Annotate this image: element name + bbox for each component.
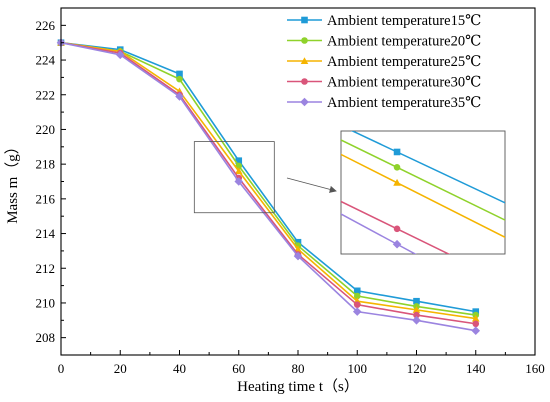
zoom-arrow bbox=[286, 177, 337, 193]
series-line bbox=[60, 41, 476, 313]
data-point bbox=[472, 320, 480, 328]
data-point bbox=[176, 70, 183, 78]
y-tick-label: 220 bbox=[36, 122, 56, 137]
data-point bbox=[412, 306, 421, 313]
data-point bbox=[353, 301, 361, 308]
y-tick-label: 210 bbox=[36, 295, 56, 310]
data-point bbox=[412, 316, 421, 325]
inset-data-point bbox=[393, 164, 401, 171]
y-tick-label: 218 bbox=[36, 157, 56, 172]
y-tick-label: 222 bbox=[36, 87, 56, 102]
x-tick-label: 0 bbox=[58, 361, 65, 376]
legend-entry-3: Ambient temperature25℃ bbox=[287, 54, 481, 70]
data-point bbox=[472, 308, 480, 315]
data-point bbox=[234, 177, 244, 186]
series-line bbox=[60, 41, 476, 325]
data-point bbox=[413, 297, 420, 305]
x-tick-label: 80 bbox=[292, 361, 305, 376]
data-point bbox=[353, 287, 361, 295]
plot-area bbox=[56, 38, 481, 335]
y-axis-title: Mass m（g） bbox=[4, 139, 21, 224]
x-tick-label: 60 bbox=[232, 361, 245, 376]
axes: 0 20 40 60 80 100 120 140 160 208 210 212 214 216 218 2… bbox=[36, 7, 545, 376]
data-point bbox=[235, 157, 243, 164]
data-point bbox=[413, 311, 420, 319]
inset-data-point bbox=[392, 239, 402, 249]
series-line bbox=[60, 41, 476, 320]
y-tick-label: 216 bbox=[36, 191, 56, 206]
legend-entry-5: Ambient temperature35℃ bbox=[287, 95, 481, 111]
legend-marker bbox=[301, 37, 308, 44]
inset-data-point bbox=[393, 225, 401, 233]
x-tick-label: 40 bbox=[173, 361, 186, 376]
x-axis-title: Heating time t（s） bbox=[237, 378, 359, 395]
data-point bbox=[293, 251, 303, 261]
data-point bbox=[471, 326, 481, 335]
legend-label: Ambient temperature20℃ bbox=[327, 34, 481, 50]
series-line bbox=[60, 41, 476, 316]
data-point bbox=[471, 314, 480, 322]
series-5 bbox=[56, 38, 481, 335]
inset-frame bbox=[340, 130, 506, 255]
data-point bbox=[353, 292, 361, 300]
x-tick-label: 20 bbox=[114, 361, 127, 376]
x-tick-label: 100 bbox=[348, 361, 368, 376]
y-tick-label: 224 bbox=[36, 53, 56, 68]
inset-content bbox=[341, 131, 505, 254]
data-point bbox=[115, 50, 125, 60]
y-tick-label: 226 bbox=[36, 18, 56, 33]
inset-series-line bbox=[341, 139, 505, 221]
legend: Ambient temperature15℃ Ambient temperatur… bbox=[287, 13, 481, 111]
inset-data-point bbox=[393, 148, 401, 156]
inset-series-line bbox=[350, 131, 505, 204]
legend-label: Ambient temperature15℃ bbox=[327, 13, 481, 29]
inset-series-line bbox=[341, 213, 417, 254]
y-tick-label: 208 bbox=[36, 330, 56, 345]
zoom-source-box bbox=[193, 141, 275, 214]
x-tick-label: 140 bbox=[466, 361, 486, 376]
inset-series-line bbox=[341, 200, 451, 254]
legend-marker bbox=[300, 57, 309, 65]
data-point bbox=[175, 92, 184, 101]
inset-series-line bbox=[341, 153, 505, 239]
zoom-inset bbox=[286, 130, 506, 255]
legend-label: Ambient temperature25℃ bbox=[327, 54, 481, 70]
data-point bbox=[294, 238, 302, 246]
legend-entry-2: Ambient temperature20℃ bbox=[287, 34, 481, 50]
x-tick-label: 160 bbox=[525, 361, 545, 376]
x-tick-label: 120 bbox=[407, 361, 427, 376]
legend-marker bbox=[301, 16, 308, 24]
legend-entry-4: Ambient temperature30℃ bbox=[287, 75, 481, 91]
legend-label: Ambient temperature30℃ bbox=[327, 75, 481, 91]
data-point bbox=[176, 75, 183, 83]
data-point bbox=[234, 167, 243, 175]
series-line bbox=[60, 41, 476, 332]
inset-data-point bbox=[393, 178, 401, 186]
legend-label: Ambient temperature35℃ bbox=[327, 95, 481, 111]
y-tick-label: 214 bbox=[36, 226, 56, 241]
legend-marker bbox=[300, 97, 309, 107]
data-point bbox=[352, 307, 362, 316]
legend-entry-1: Ambient temperature15℃ bbox=[287, 13, 481, 29]
data-point bbox=[294, 245, 302, 253]
y-tick-label: 212 bbox=[36, 261, 56, 276]
legend-marker bbox=[301, 78, 308, 85]
